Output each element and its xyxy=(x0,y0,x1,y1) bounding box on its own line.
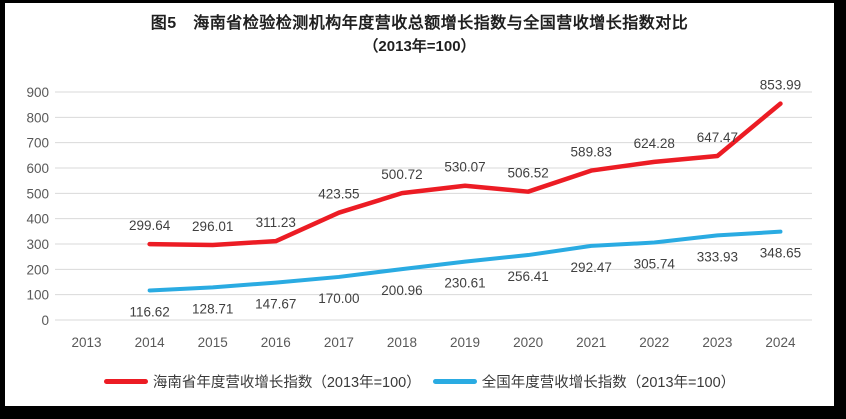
data-label: 506.52 xyxy=(507,166,548,181)
y-axis-tick-label: 200 xyxy=(26,262,49,277)
y-axis-tick-label: 700 xyxy=(26,136,49,151)
x-axis-tick-label: 2016 xyxy=(261,335,291,350)
data-label: 170.00 xyxy=(318,291,359,306)
data-label: 305.74 xyxy=(634,257,676,272)
x-axis-tick-label: 2018 xyxy=(387,335,417,350)
legend-item-national: 全国年度营收增长指数（2013年=100） xyxy=(432,371,736,392)
line-chart: 0 100 200 300 400 500 600 700 800 900 2013 2014 2015… xyxy=(26,78,812,350)
x-axis-tick-label: 2024 xyxy=(765,335,796,350)
legend-label-national: 全国年度营收增长指数（2013年=100） xyxy=(481,374,736,391)
data-label: 299.64 xyxy=(129,218,171,233)
x-axis-tick-label: 2017 xyxy=(324,335,354,350)
chart-subtitle: （2013年=100） xyxy=(363,38,476,55)
chart-title: 图5 海南省检验检测机构年度营收总额增长指数与全国营收增长指数对比 xyxy=(150,15,689,32)
chart-canvas: 图5 海南省检验检测机构年度营收总额增长指数与全国营收增长指数对比 （2013年… xyxy=(5,3,834,406)
x-axis-tick-label: 2023 xyxy=(702,335,732,350)
data-label: 348.65 xyxy=(760,246,801,261)
data-label: 624.28 xyxy=(634,136,675,151)
x-axis-tick-label: 2022 xyxy=(639,335,669,350)
y-axis-tick-label: 900 xyxy=(26,85,49,100)
y-axis-tick-label: 400 xyxy=(26,212,49,227)
data-label: 116.62 xyxy=(129,304,169,319)
y-axis-tick-label: 300 xyxy=(26,237,49,252)
x-axis-tick-label: 2015 xyxy=(198,335,228,350)
x-axis-tick-label: 2013 xyxy=(72,335,102,350)
data-label: 311.23 xyxy=(256,215,296,230)
data-label: 333.93 xyxy=(697,249,738,264)
y-axis-tick-label: 600 xyxy=(26,161,49,176)
chart-title-block: 图5 海南省检验检测机构年度营收总额增长指数与全国营收增长指数对比 （2013年… xyxy=(5,12,834,58)
national-series-line xyxy=(147,229,783,293)
y-axis-tick-label: 800 xyxy=(26,110,49,125)
x-axis-tick-label: 2014 xyxy=(135,335,166,350)
x-axis-tick-label: 2021 xyxy=(576,335,606,350)
y-axis-tick-label: 0 xyxy=(41,313,49,328)
data-label: 292.47 xyxy=(571,260,612,275)
data-label: 230.61 xyxy=(444,276,485,291)
data-label: 530.07 xyxy=(444,160,485,175)
y-axis-tick-label: 500 xyxy=(26,186,49,201)
data-label: 423.55 xyxy=(318,187,359,202)
data-label: 256.41 xyxy=(507,269,548,284)
legend-item-hainan: 海南省年度营收增长指数（2013年=100） xyxy=(103,371,421,392)
data-label: 853.99 xyxy=(760,78,801,93)
legend-label-hainan: 海南省年度营收增长指数（2013年=100） xyxy=(152,374,421,391)
data-label: 147.67 xyxy=(255,297,296,312)
legend-swatch-hainan-icon xyxy=(103,378,148,384)
x-axis-tick-label: 2019 xyxy=(450,335,480,350)
data-label: 296.01 xyxy=(192,219,233,234)
data-label: 589.83 xyxy=(571,145,612,160)
data-label: 647.47 xyxy=(697,130,738,145)
data-label: 500.72 xyxy=(381,167,422,182)
chart-legend: 海南省年度营收增长指数（2013年=100） 全国年度营收增长指数（2013年=… xyxy=(5,369,834,393)
legend-swatch-national-icon xyxy=(432,378,477,384)
y-axis-tick-label: 100 xyxy=(26,288,49,303)
x-axis-tick-label: 2020 xyxy=(513,335,543,350)
data-label: 128.71 xyxy=(192,301,233,316)
data-label: 200.96 xyxy=(381,283,422,298)
hainan-series-line xyxy=(147,101,783,248)
